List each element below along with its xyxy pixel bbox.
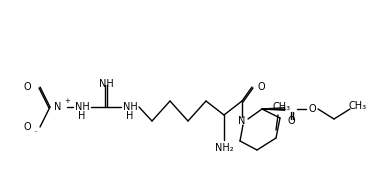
Text: H: H	[78, 111, 86, 121]
Text: N: N	[54, 102, 62, 112]
Text: NH: NH	[122, 102, 137, 112]
Text: NH₂: NH₂	[215, 143, 233, 153]
Text: H: H	[126, 111, 134, 121]
Text: O: O	[23, 122, 31, 132]
Text: O: O	[287, 116, 295, 126]
Text: +: +	[64, 98, 70, 104]
Text: ⁻: ⁻	[33, 130, 37, 136]
Text: CH₃: CH₃	[349, 101, 367, 111]
Text: NH: NH	[99, 79, 113, 89]
Text: N: N	[238, 116, 246, 126]
Text: NH: NH	[75, 102, 90, 112]
Text: O: O	[308, 104, 316, 114]
Text: O: O	[257, 82, 265, 92]
Text: CH₃: CH₃	[273, 102, 291, 112]
Text: O: O	[23, 82, 31, 92]
